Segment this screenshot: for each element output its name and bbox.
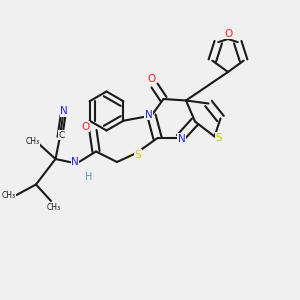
Text: O: O: [225, 28, 233, 39]
Text: S: S: [135, 149, 141, 160]
Text: N: N: [145, 110, 152, 120]
Text: N: N: [71, 157, 79, 167]
Text: CH₃: CH₃: [2, 190, 16, 200]
Text: CH₃: CH₃: [26, 136, 40, 146]
Text: CH₃: CH₃: [47, 202, 61, 211]
Text: H: H: [85, 172, 92, 182]
Text: O: O: [81, 122, 90, 132]
Text: C: C: [58, 130, 64, 140]
Text: O: O: [147, 74, 156, 85]
Text: N: N: [60, 106, 68, 116]
Text: S: S: [216, 133, 222, 143]
Text: N: N: [178, 134, 185, 144]
